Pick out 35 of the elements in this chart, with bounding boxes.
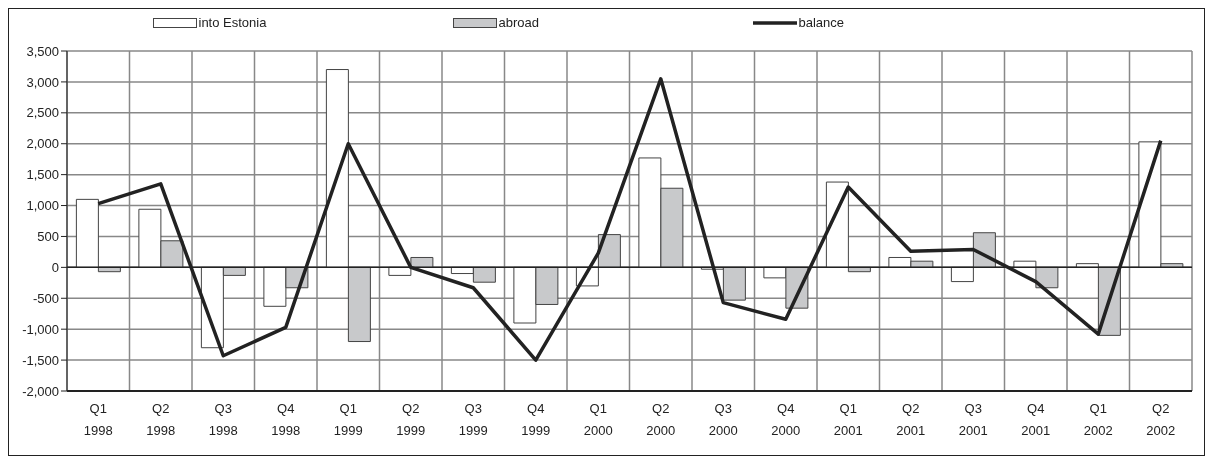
legend-label: balance bbox=[798, 15, 845, 30]
y-tick-label: -500 bbox=[32, 290, 59, 306]
y-tick-label: 3,500 bbox=[26, 43, 59, 59]
x-tick-label: Q4 1998 bbox=[271, 401, 301, 438]
x-tick-label: Q4 2000 bbox=[771, 401, 801, 438]
x-tick-label: Q1 1998 bbox=[83, 401, 113, 438]
x-tick-label: Q1 2002 bbox=[1083, 401, 1113, 438]
y-tick-label: 3,000 bbox=[26, 74, 59, 90]
x-tick-label: Q4 2001 bbox=[1021, 401, 1051, 438]
y-tick-label: 1,000 bbox=[26, 198, 59, 214]
x-tick-label: Q3 2000 bbox=[708, 401, 738, 438]
x-tick-label: Q1 2001 bbox=[833, 401, 863, 438]
x-tick-label: Q3 1999 bbox=[458, 401, 488, 438]
x-tick-label: Q3 1998 bbox=[208, 401, 238, 438]
y-tick-label: -2,000 bbox=[22, 383, 59, 399]
x-tick-label: Q4 1999 bbox=[521, 401, 551, 438]
x-tick-label: Q1 2000 bbox=[583, 401, 613, 438]
y-tick-label: 500 bbox=[37, 229, 59, 245]
x-tick-label: Q2 2002 bbox=[1146, 401, 1176, 438]
y-tick-label: 1,500 bbox=[26, 167, 59, 183]
y-tick-label: 2,500 bbox=[26, 105, 59, 121]
x-tick-label: Q2 2000 bbox=[646, 401, 676, 438]
x-tick-label: Q1 1999 bbox=[333, 401, 363, 438]
y-tick-label: -1,000 bbox=[22, 321, 59, 337]
x-tick-label: Q2 1999 bbox=[396, 401, 426, 438]
legend-label: abroad bbox=[498, 15, 539, 30]
x-tick-label: Q2 2001 bbox=[896, 401, 926, 438]
legend-label: into Estonia bbox=[198, 15, 267, 30]
y-tick-label: 2,000 bbox=[26, 136, 59, 152]
bar bbox=[410, 256, 434, 268]
y-tick-label: 0 bbox=[51, 259, 59, 275]
x-tick-label: Q2 1998 bbox=[146, 401, 176, 438]
bar bbox=[388, 266, 412, 276]
y-tick-label: -1,500 bbox=[22, 352, 59, 368]
x-tick-label: Q3 2001 bbox=[958, 401, 988, 438]
